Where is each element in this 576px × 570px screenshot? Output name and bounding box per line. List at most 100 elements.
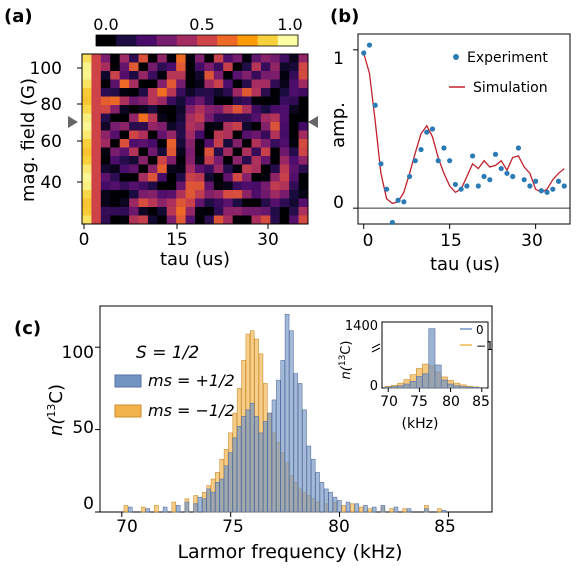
heatmap-cell: [166, 173, 177, 182]
bar-ms-up: [441, 510, 447, 513]
heatmap-cell: [289, 215, 299, 225]
legend-ms-up-swatch: [114, 374, 142, 388]
heatmap-cell: [110, 105, 121, 114]
heatmap-cell: [289, 173, 299, 182]
heatmap-cell: [270, 156, 281, 165]
heatmap-cell: [110, 139, 121, 148]
heatmap-cell: [129, 54, 139, 63]
heatmap-cell: [289, 164, 299, 174]
experiment-point: [412, 158, 418, 164]
colorbar: [95, 34, 299, 47]
heatmap-cell: [166, 130, 177, 140]
heatmap-cell: [289, 190, 299, 199]
inset-ytick-1400: 1400: [345, 319, 378, 334]
heatmap-cell: [204, 105, 215, 114]
heatmap-cell: [223, 190, 234, 199]
heatmap-cell: [138, 113, 149, 123]
inset-bar-0: [440, 379, 448, 389]
heatmap-cell: [157, 139, 168, 148]
c-xtick-75: 75: [222, 517, 244, 537]
heatmap-cell: [213, 88, 224, 97]
heatmap-cell: [110, 54, 121, 63]
heatmap-cell: [289, 79, 299, 89]
heatmap-cell: [232, 198, 243, 208]
heatmap-cell: [185, 105, 196, 114]
heatmap-cell: [251, 71, 262, 80]
bar-ms-up: [306, 445, 312, 513]
bar-ms-up: [337, 500, 342, 513]
experiment-point: [401, 199, 407, 205]
panel-c-label: (c): [14, 318, 41, 339]
heatmap-cell: [298, 54, 309, 63]
experiment-point: [429, 126, 436, 132]
legend-simulation-label: Simulation: [473, 80, 548, 96]
experiment-point: [469, 153, 476, 159]
heatmap-cell: [129, 147, 139, 157]
heatmap-cell: [242, 198, 252, 208]
heatmap-cell: [213, 130, 224, 140]
heatmap-cell: [223, 156, 234, 165]
heatmap-cell: [195, 207, 205, 216]
inset-xtick-70: 70: [380, 394, 398, 410]
bar-ms-up: [332, 496, 338, 513]
heatmap-cell: [289, 198, 299, 208]
heatmap-cell: [176, 198, 186, 208]
heatmap-cell: [176, 88, 186, 97]
heatmap-cell: [213, 71, 224, 80]
heatmap-cell: [110, 71, 121, 80]
bar-ms-down: [141, 506, 146, 513]
a-ytick-60: 60: [40, 132, 62, 152]
heatmap-cell: [289, 130, 299, 140]
heatmap-cell: [279, 88, 290, 97]
heatmap-cell: [91, 62, 102, 72]
heatmap-cell: [213, 164, 224, 174]
heatmap-cell: [204, 96, 215, 106]
bar-ms-up: [293, 373, 299, 513]
legend-ms-up-label: ms = +1/2: [148, 371, 235, 390]
heatmap-cell: [82, 71, 92, 80]
heatmap-cell: [82, 62, 92, 72]
a-ytick-100: 100: [30, 59, 62, 79]
heatmap-cell: [251, 113, 262, 123]
heatmap-cell: [176, 105, 186, 114]
heatmap-cell: [166, 181, 177, 191]
experiment-point: [527, 183, 533, 189]
heatmap-cell: [147, 181, 158, 191]
heatmap-cell: [279, 79, 290, 89]
heatmap-cell: [176, 139, 186, 148]
heatmap-cell: [289, 54, 299, 63]
heatmap-cell: [260, 198, 271, 208]
bar-ms-up: [297, 383, 303, 513]
heatmap-cell: [185, 156, 196, 165]
heatmap-cell: [176, 130, 186, 140]
heatmap-cell: [204, 88, 215, 97]
heatmap-cell: [270, 198, 281, 208]
heatmap-cell: [138, 198, 149, 208]
heatmap-cell: [298, 79, 309, 89]
bar-ms-up: [206, 488, 211, 513]
heatmap-cell: [100, 79, 111, 89]
heatmap-cell: [298, 139, 309, 148]
heatmap-cell: [138, 190, 149, 199]
heatmap-cell: [82, 181, 92, 191]
inset-bar-0: [403, 383, 411, 389]
heatmap-cell: [100, 130, 111, 140]
heatmap-cell: [119, 130, 130, 140]
heatmap-cell: [176, 164, 186, 174]
heatmap-cell: [138, 181, 149, 191]
heatmap-cell: [242, 88, 252, 97]
heatmap-cell: [157, 88, 168, 97]
heatmap-cell: [185, 215, 196, 225]
heatmap-cell: [195, 88, 205, 97]
heatmap-cell: [270, 105, 281, 114]
heatmap-cell: [157, 105, 168, 114]
heatmap-cell: [298, 62, 309, 72]
heatmap-cell: [213, 173, 224, 182]
bar-ms-down: [171, 501, 177, 513]
heatmap-cell: [82, 164, 92, 174]
bar-ms-up: [324, 488, 329, 513]
heatmap-cell: [185, 113, 196, 123]
c-xtick-70: 70: [116, 517, 138, 537]
heatmap-cell: [119, 54, 130, 63]
heatmap-cell: [157, 156, 168, 165]
